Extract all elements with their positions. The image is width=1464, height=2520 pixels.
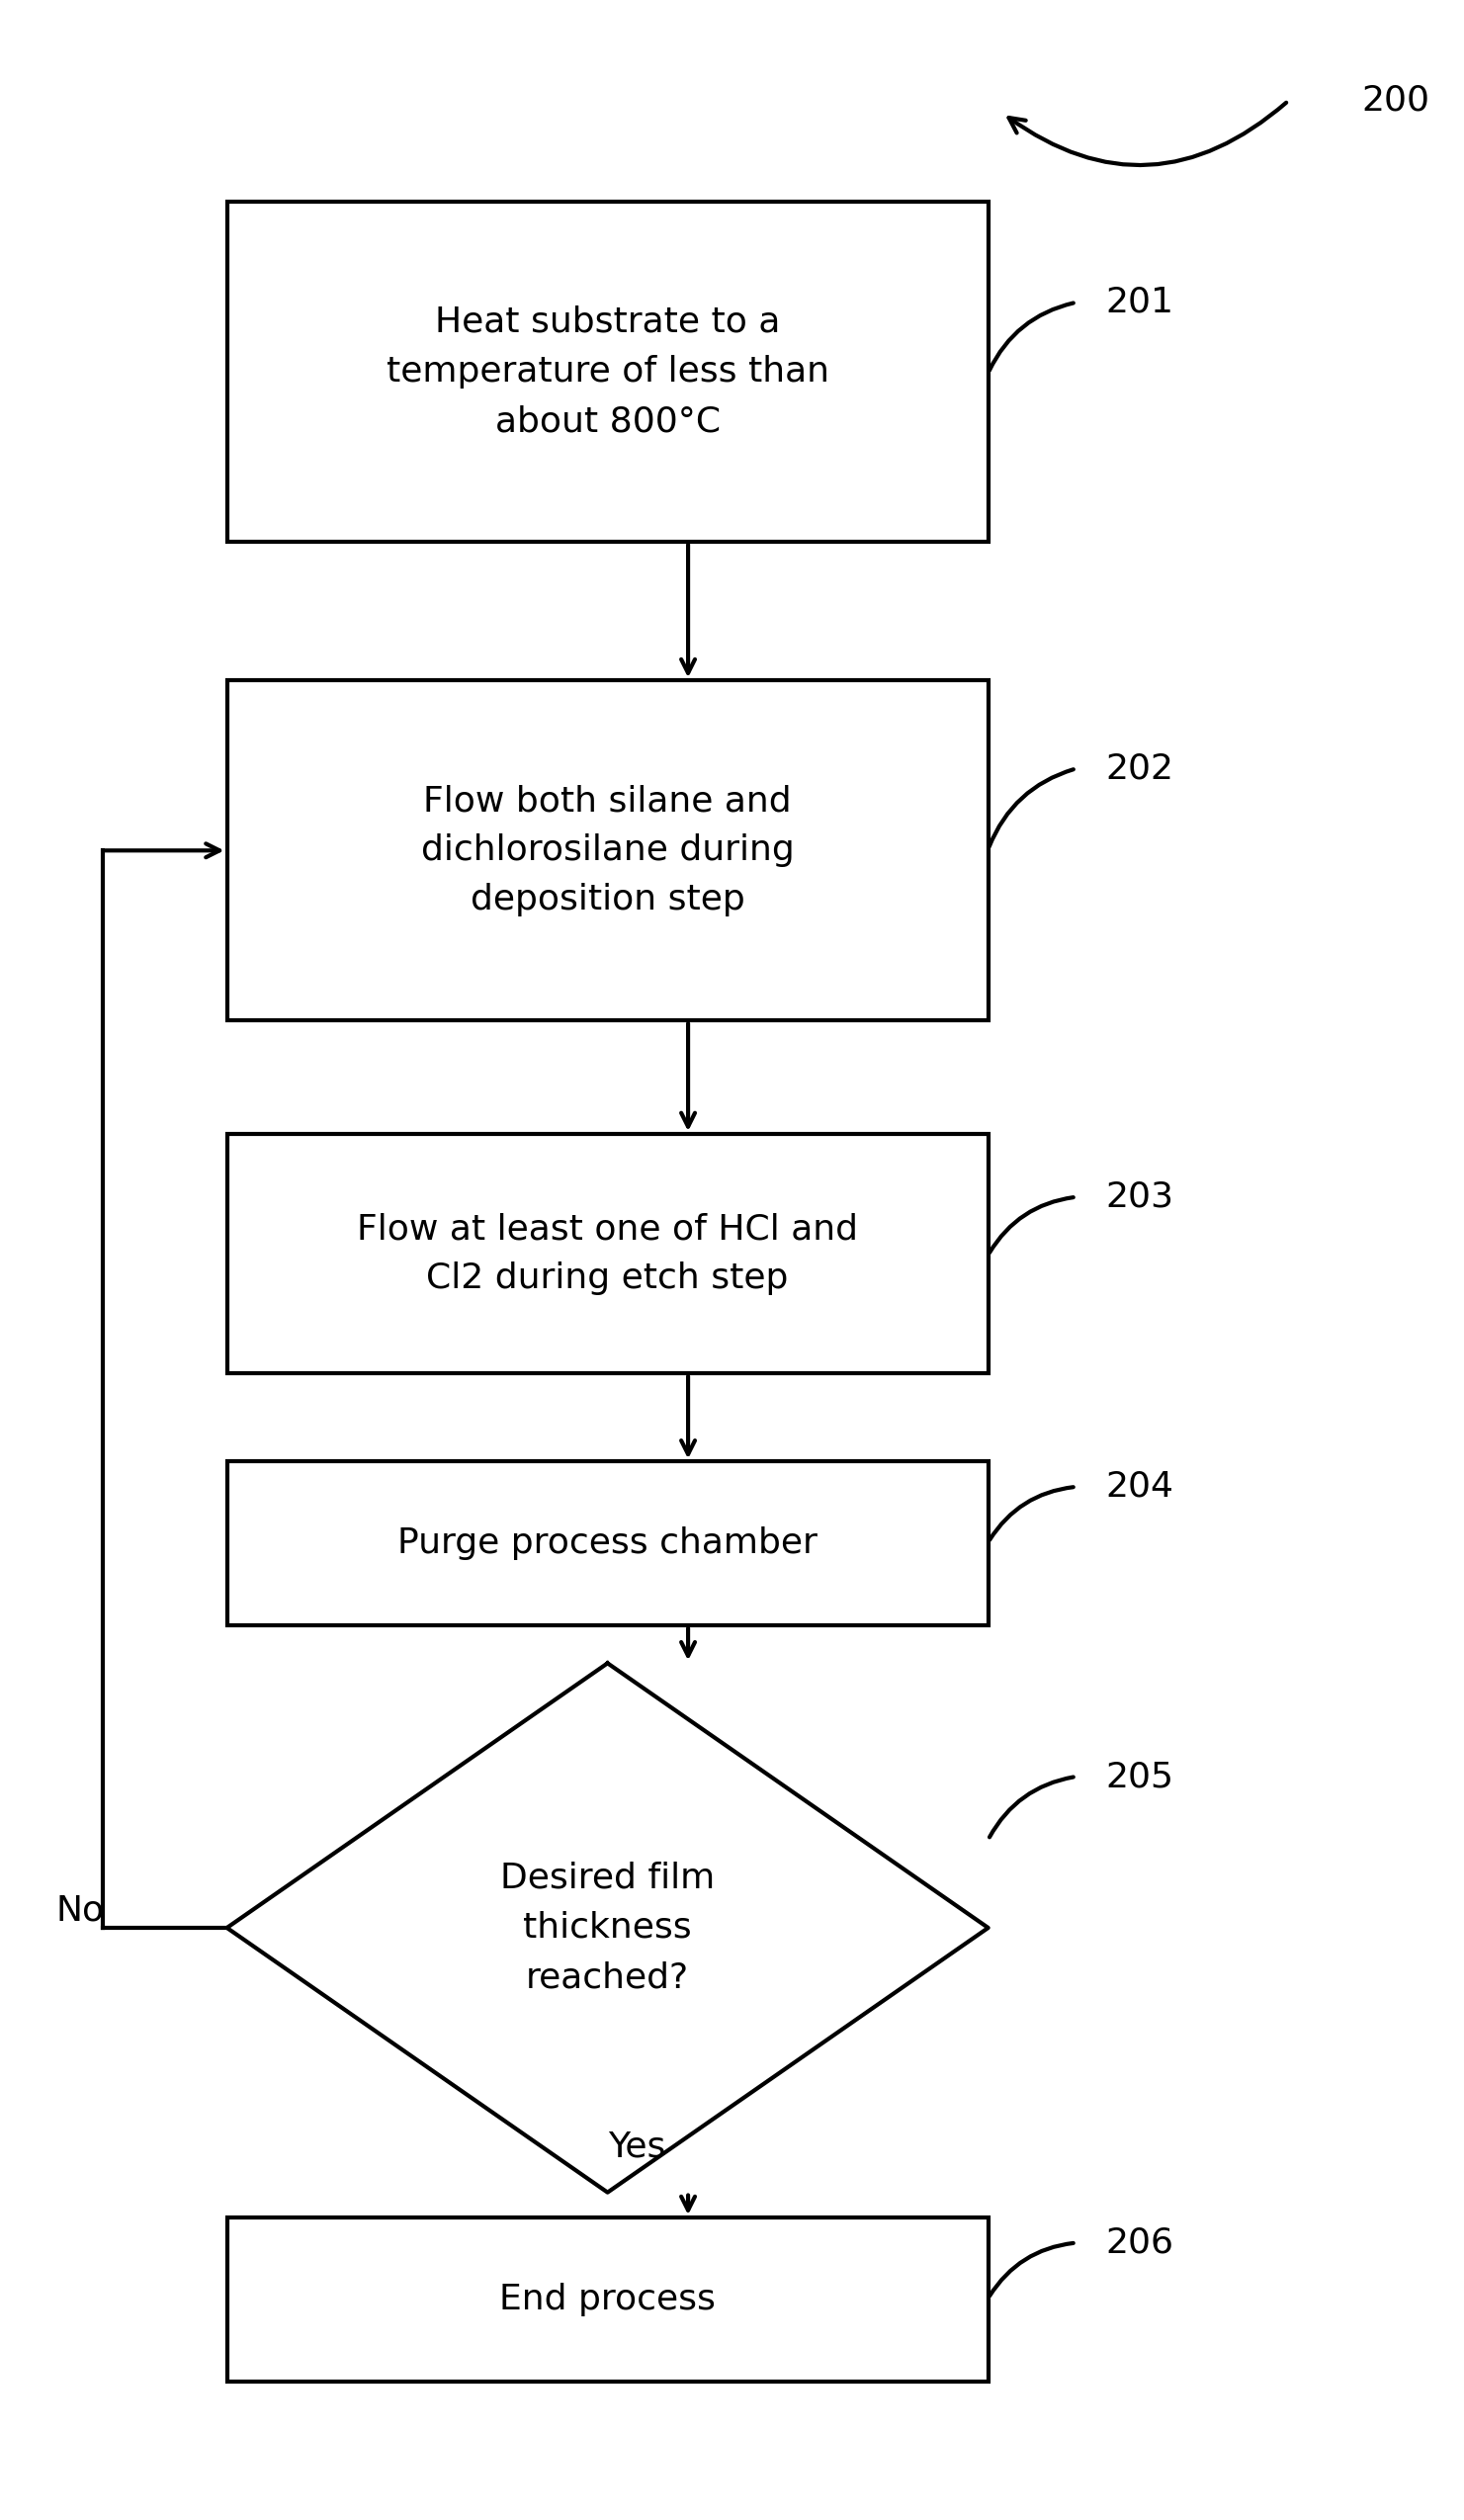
Text: End process: End process (499, 2283, 716, 2316)
Text: Purge process chamber: Purge process chamber (398, 1527, 817, 1560)
FancyBboxPatch shape (227, 1134, 988, 1373)
FancyBboxPatch shape (227, 1462, 988, 1625)
FancyBboxPatch shape (227, 680, 988, 1021)
Text: 205: 205 (1105, 1759, 1174, 1794)
Text: 200: 200 (1362, 83, 1430, 118)
Text: Yes: Yes (608, 2129, 666, 2165)
Text: Flow both silane and
dichlorosilane during
deposition step: Flow both silane and dichlorosilane duri… (420, 784, 795, 917)
Text: 202: 202 (1105, 751, 1174, 786)
Text: 206: 206 (1105, 2225, 1174, 2260)
Text: Flow at least one of HCl and
Cl2 during etch step: Flow at least one of HCl and Cl2 during … (357, 1212, 858, 1295)
FancyBboxPatch shape (227, 2218, 988, 2381)
Text: No: No (56, 1893, 105, 1928)
Text: 204: 204 (1105, 1469, 1174, 1504)
Polygon shape (227, 1663, 988, 2192)
Text: 203: 203 (1105, 1179, 1174, 1215)
FancyBboxPatch shape (227, 202, 988, 542)
Text: 201: 201 (1105, 285, 1174, 320)
Text: Heat substrate to a
temperature of less than
about 800°C: Heat substrate to a temperature of less … (386, 305, 829, 438)
Text: Desired film
thickness
reached?: Desired film thickness reached? (501, 1862, 714, 1993)
